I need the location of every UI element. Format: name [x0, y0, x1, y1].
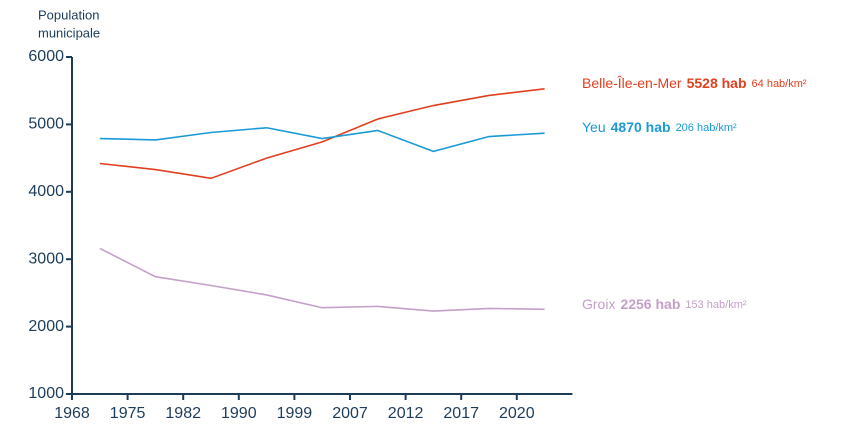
y-tick-label: 5000: [28, 116, 64, 133]
x-tick-label: 1968: [54, 405, 90, 422]
series-value: 4870 hab: [611, 119, 671, 135]
line: [99, 247, 545, 312]
series-density: 206 hab/km²: [676, 122, 737, 134]
y-tick-label: 4000: [28, 183, 64, 200]
series-density: 64 hab/km²: [752, 78, 807, 90]
series-density: 153 hab/km²: [685, 299, 746, 311]
series-label: Groix 2256 hab 153 hab/km²: [582, 296, 747, 312]
y-tick-label: 2000: [28, 318, 64, 335]
x-tick-label: 2012: [388, 405, 424, 422]
x-tick-label: 1975: [110, 405, 146, 422]
x-tick-label: 1999: [277, 405, 313, 422]
series-name: Groix: [582, 296, 615, 312]
x-tick-label: 2017: [443, 405, 479, 422]
y-tick-label: 3000: [28, 250, 64, 267]
series-value: 5528 hab: [687, 75, 747, 91]
line: [99, 88, 545, 180]
series-name: Yeu: [582, 119, 606, 135]
y-axis-label: Population: [38, 7, 99, 22]
x-tick-label: 1990: [221, 405, 257, 422]
y-tick-label: 6000: [28, 48, 64, 65]
series-name: Belle-Île-en-Mer: [582, 75, 682, 91]
series-label: Yeu 4870 hab 206 hab/km²: [582, 119, 737, 135]
line: [99, 126, 545, 153]
series-value: 2256 hab: [620, 296, 680, 312]
x-tick-label: 2020: [499, 405, 535, 422]
x-tick-label: 2007: [332, 405, 368, 422]
x-tick-label: 1982: [165, 405, 201, 422]
series-label: Belle-Île-en-Mer 5528 hab 64 hab/km²: [582, 75, 807, 91]
y-axis-label: municipale: [38, 25, 100, 40]
y-tick-label: 1000: [28, 385, 64, 402]
